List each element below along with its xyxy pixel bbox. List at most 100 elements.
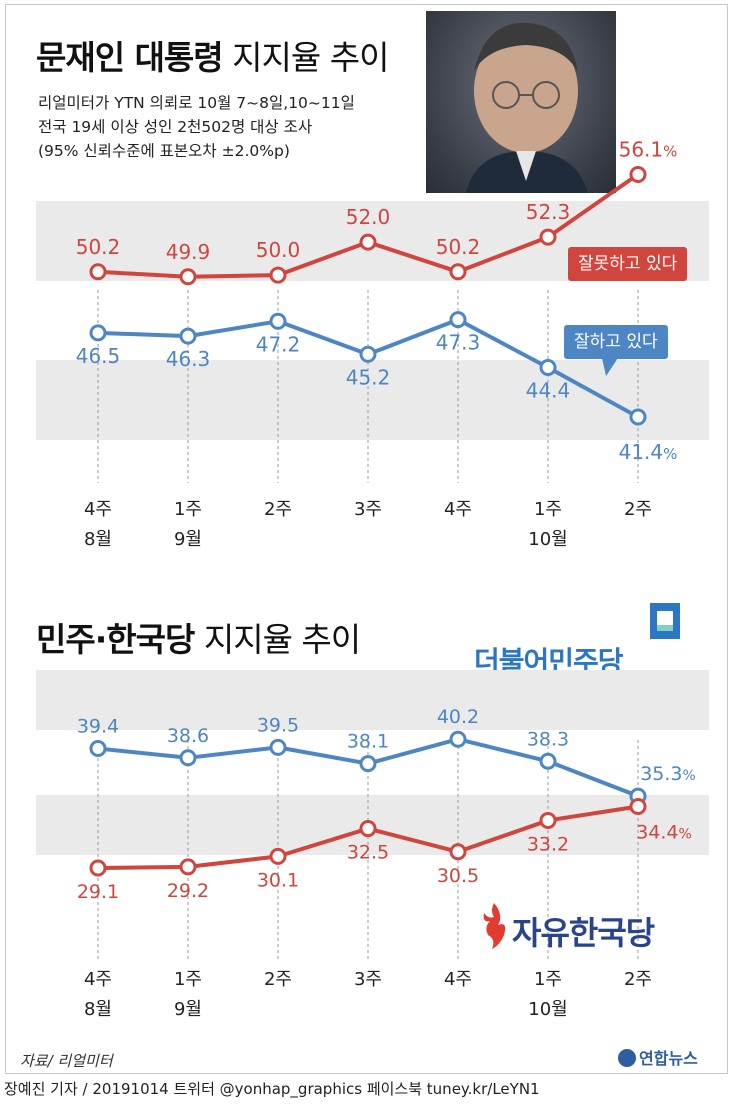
data-point (539, 752, 557, 770)
data-point (89, 859, 107, 877)
chart1-title: 문재인 대통령 지지율 추이 (36, 31, 389, 79)
data-label: 50.2 (436, 235, 481, 259)
x-tick-label: 2주 (264, 969, 292, 990)
data-label: 49.9 (166, 240, 211, 264)
data-label: 52.3 (526, 200, 571, 224)
data-point (629, 165, 647, 183)
survey-line-2: 전국 19세 이상 성인 2천502명 대상 조사 (38, 118, 313, 136)
data-point (539, 228, 557, 246)
chart1-title-light: 지지율 추이 (232, 38, 389, 77)
data-point (449, 843, 467, 861)
chart1-band-lower (36, 360, 709, 440)
data-label: 34.4% (636, 822, 692, 844)
data-point (179, 749, 197, 767)
data-label: 33.2 (527, 833, 569, 855)
data-point (359, 233, 377, 251)
data-label: 38.1 (347, 731, 389, 753)
x-tick-label: 1주 (534, 499, 562, 520)
president-portrait-photo (426, 11, 616, 193)
x-tick-label: 3주 (354, 969, 382, 990)
survey-line-3: (95% 신뢰수준에 표본오차 ±2.0%p) (38, 142, 290, 160)
data-label: 39.4 (77, 716, 119, 738)
data-point (179, 858, 197, 876)
x-tick-label: 4주 (444, 969, 472, 990)
data-point (629, 408, 647, 426)
month-label: 10월 (528, 999, 567, 1020)
data-point (539, 359, 557, 376)
x-tick-label: 3주 (354, 499, 382, 520)
data-point (89, 740, 107, 758)
data-point (89, 324, 107, 342)
chart1-svg: 50.2 49.9 50.052.050.252.356.1%46.5 46.347.… (36, 137, 709, 550)
x-tick-label: 4주 (84, 969, 112, 990)
x-tick-label: 1주 (174, 969, 202, 990)
data-label: 30.1 (257, 869, 299, 891)
data-label: 47.2 (256, 332, 301, 356)
yonhap-logo: 연합뉴스 (618, 1045, 698, 1069)
data-label: 47.3 (436, 331, 481, 355)
data-label: 50.0 (256, 238, 301, 262)
disapprove-callout-label: 잘못하고 있다 (578, 254, 678, 274)
approve-callout-label: 잘하고 있다 (574, 332, 658, 352)
data-label: 29.1 (77, 881, 119, 903)
month-label: 8월 (84, 529, 112, 550)
data-label: 50.2 (76, 235, 121, 259)
data-label: 52.0 (346, 205, 391, 229)
liberty-korea-party-torch-icon (483, 903, 506, 949)
data-label: 35.3% (640, 763, 696, 785)
data-point (449, 263, 467, 281)
data-point (359, 345, 377, 363)
data-label: 30.5 (437, 865, 479, 887)
data-label: 46.3 (166, 347, 211, 371)
chart2-svg: 39.4 38.6 39.5 38.1 40.2 38.3 35.3% 29.1 29.2 30.… (36, 670, 709, 1020)
data-point (449, 311, 467, 329)
x-tick-label: 4주 (444, 499, 472, 520)
data-point (359, 755, 377, 773)
data-label: 40.2 (437, 706, 479, 728)
data-label: 38.6 (167, 725, 209, 747)
data-label: 32.5 (347, 842, 389, 864)
yonhap-mark-icon (618, 1049, 636, 1067)
data-point (269, 738, 287, 756)
approve-callout: 잘하고 있다 (564, 325, 668, 359)
data-point (89, 263, 107, 281)
disapprove-callout: 잘못하고 있다 (568, 247, 688, 281)
x-tick-label: 1주 (174, 499, 202, 520)
data-label: 45.2 (346, 365, 391, 389)
survey-line-1: 리얼미터가 YTN 의뢰로 10월 7~8일,10~11일 (38, 94, 355, 112)
x-tick-label: 2주 (624, 969, 652, 990)
data-label: 39.5 (257, 714, 299, 736)
data-point (179, 268, 197, 286)
chart1-title-strong: 문재인 대통령 (36, 38, 224, 77)
chart2-title-strong: 민주·한국당 (36, 620, 195, 659)
credit-footer: 장예진 기자 / 20191014 트위터 @yonhap_graphics 페… (4, 1080, 540, 1098)
data-point (359, 820, 377, 838)
data-point (539, 811, 557, 829)
data-source: 자료/ 리얼미터 (20, 1052, 113, 1070)
month-label: 10월 (528, 529, 567, 550)
month-label: 8월 (84, 999, 112, 1020)
x-tick-label: 1주 (534, 969, 562, 990)
yonhap-logo-text: 연합뉴스 (639, 1049, 698, 1068)
survey-info: 리얼미터가 YTN 의뢰로 10월 7~8일,10~11일 전국 19세 이상 … (38, 91, 355, 163)
chart2-band-upper (36, 670, 709, 730)
x-tick-label: 4주 (84, 499, 112, 520)
data-label: 29.2 (167, 880, 209, 902)
data-point (629, 798, 647, 816)
data-point (179, 327, 197, 345)
democratic-party-logo-icon (650, 603, 680, 639)
chart2-title: 민주·한국당 지지율 추이 (36, 613, 361, 661)
chart2-title-light: 지지율 추이 (203, 620, 361, 659)
x-tick-label: 2주 (624, 499, 652, 520)
liberty-korea-party-logo: 자유한국당 (512, 914, 655, 952)
data-point (269, 312, 287, 330)
month-label: 9월 (174, 529, 202, 550)
data-point (449, 730, 467, 748)
data-point (269, 847, 287, 865)
data-label: 46.5 (76, 344, 121, 368)
data-point (269, 266, 287, 284)
data-label: 38.3 (527, 728, 569, 750)
infographic-card: 문재인 대통령 지지율 추이 리얼미터가 YTN 의뢰로 10월 7~8일,10… (5, 4, 728, 1074)
data-label: 44.4 (526, 379, 571, 403)
month-label: 9월 (174, 999, 202, 1020)
